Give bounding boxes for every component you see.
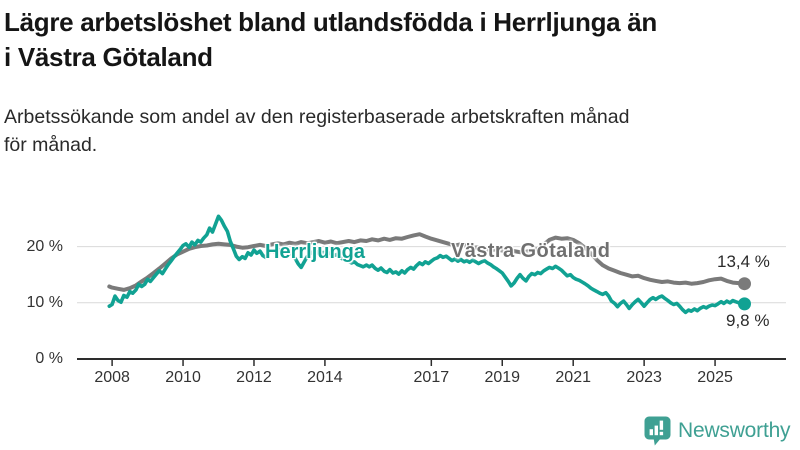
x-tick-label-2012: 2012 <box>236 369 272 386</box>
logo-exclamation-stem <box>659 420 664 430</box>
newsworthy-bubble-chart-icon <box>644 416 671 446</box>
page-title-line-1: Lägre arbetslöshet bland utlandsfödda i … <box>4 7 657 37</box>
chart-subtitle: Arbetssökande som andel av den registerb… <box>4 103 796 159</box>
line-herrljunga <box>107 214 747 315</box>
y-axis-tick-label-10: 10 % <box>26 294 63 311</box>
newsworthy-wordmark: Newsworthy <box>678 419 791 442</box>
x-tick-label-2014: 2014 <box>307 369 343 386</box>
end-value-label-vastra-gotaland: 13,4 % <box>717 252 770 271</box>
chart-subtitle-line-1: Arbetssökande som andel av den registerb… <box>4 106 630 128</box>
series-label-herrljunga: Herrljunga <box>265 241 366 263</box>
x-tick-label-2008: 2008 <box>94 369 130 386</box>
x-tick-label-2021: 2021 <box>555 369 591 386</box>
logo-exclamation-dot <box>659 431 664 436</box>
newsworthy-logo: Newsworthy <box>644 416 791 446</box>
y-axis-tick-label-20: 20 % <box>26 238 63 255</box>
x-tick-label-2023: 2023 <box>626 369 662 386</box>
y-axis-tick-label-0: 0 % <box>35 350 63 367</box>
x-tick-label-2010: 2010 <box>165 369 201 386</box>
chart-subtitle-line-2: för månad. <box>4 134 98 156</box>
x-tick-label-2017: 2017 <box>414 369 450 386</box>
x-tick-label-2019: 2019 <box>484 369 520 386</box>
page-title-line-2: i Västra Götaland <box>4 42 213 72</box>
logo-bar-tall <box>654 425 658 436</box>
series-label-vastra-gotaland: Västra Götaland <box>451 240 611 262</box>
end-dot-v-stra-g-taland <box>738 277 751 291</box>
x-tick-label-2025: 2025 <box>697 369 733 386</box>
page-title: Lägre arbetslöshet bland utlandsfödda i … <box>4 5 796 75</box>
line-v-stra-g-taland <box>107 232 747 292</box>
end-dot-herrljunga <box>738 297 751 311</box>
logo-bar-short <box>649 429 653 436</box>
end-value-label-herrljunga: 9,8 % <box>726 311 770 330</box>
